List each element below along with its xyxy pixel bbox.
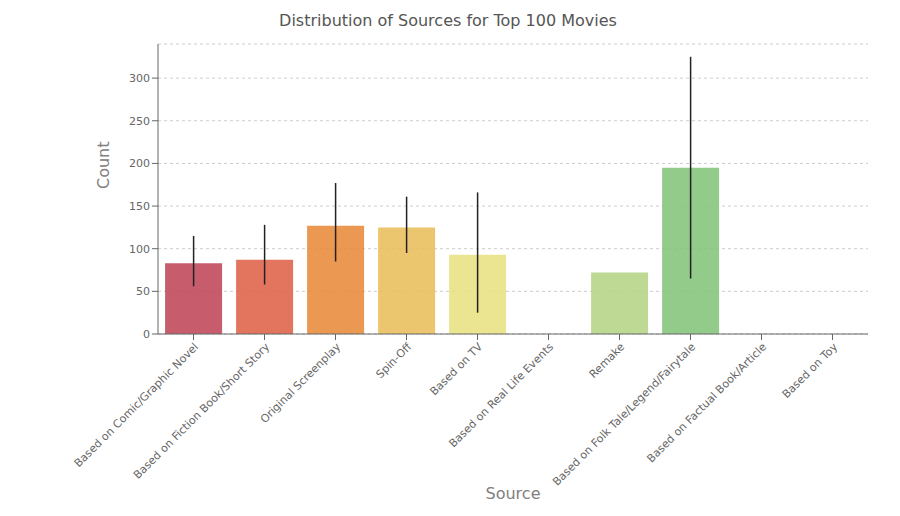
svg-text:Based on Fiction Book/Short St: Based on Fiction Book/Short Story bbox=[131, 340, 273, 482]
svg-text:Remake: Remake bbox=[587, 340, 628, 381]
svg-text:Original Screenplay: Original Screenplay bbox=[258, 340, 344, 426]
svg-text:Based on Real Life Events: Based on Real Life Events bbox=[446, 340, 556, 450]
svg-text:50: 50 bbox=[136, 285, 150, 298]
svg-text:Based on Folk Tale/Legend/Fair: Based on Folk Tale/Legend/Fairytale bbox=[550, 340, 698, 488]
svg-text:Based on Factual Book/Article: Based on Factual Book/Article bbox=[644, 340, 769, 465]
svg-text:Based on TV: Based on TV bbox=[427, 340, 485, 398]
svg-text:Spin-Off: Spin-Off bbox=[373, 340, 414, 381]
svg-text:Source: Source bbox=[486, 484, 541, 503]
svg-text:Based on Toy: Based on Toy bbox=[780, 340, 841, 401]
svg-text:100: 100 bbox=[129, 243, 150, 256]
svg-text:0: 0 bbox=[143, 328, 150, 341]
svg-text:250: 250 bbox=[129, 115, 150, 128]
svg-text:Based on Comic/Graphic Novel: Based on Comic/Graphic Novel bbox=[72, 340, 201, 469]
svg-text:300: 300 bbox=[129, 72, 150, 85]
svg-text:Count: Count bbox=[94, 141, 113, 189]
svg-text:200: 200 bbox=[129, 157, 150, 170]
html-text:Distribution of Sources for To: Distribution of Sources for Top 100 Movi… bbox=[279, 11, 617, 30]
svg-text:150: 150 bbox=[129, 200, 150, 213]
